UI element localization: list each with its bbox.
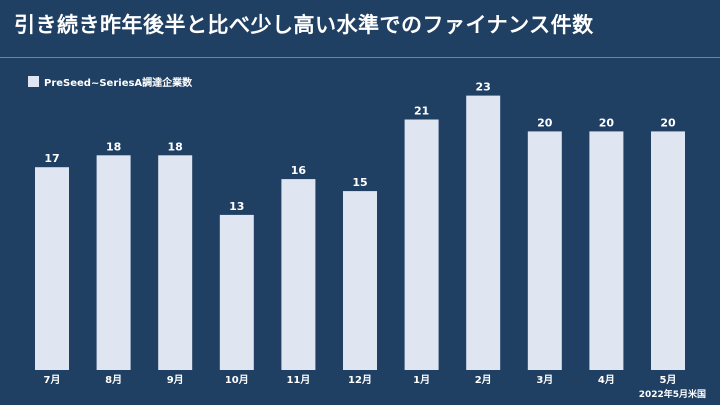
bar-5 [281, 179, 316, 370]
x-tick-label: 1月 [413, 374, 430, 386]
x-tick-label: 2月 [475, 374, 492, 386]
bar-3 [158, 155, 193, 370]
bar-value-label: 16 [291, 164, 307, 177]
bar-value-label: 13 [229, 200, 244, 213]
x-tick-label: 3月 [536, 374, 553, 386]
bar-value-label: 21 [414, 105, 429, 118]
bar-10 [589, 131, 624, 370]
bar-11 [651, 131, 685, 370]
legend-label: PreSeed~SeriesA調達企業数 [44, 78, 193, 89]
bar-9 [527, 131, 562, 370]
bar-value-label: 18 [168, 140, 183, 153]
x-tick-label: 10月 [225, 374, 249, 386]
value-labels-group: 17 18 18 13 16 15 21 23 20 20 20 [44, 81, 676, 213]
bar-1 [35, 167, 69, 370]
bar-value-label: 20 [660, 116, 676, 129]
chart-title: 引き続き昨年後半と比べ少し高い水準でのファイナンス件数 [14, 13, 594, 37]
bar-8 [466, 95, 501, 370]
x-tick-label: 11月 [286, 374, 310, 386]
chart-legend: PreSeed~SeriesA調達企業数 [28, 74, 192, 89]
bar-value-label: 20 [537, 116, 553, 129]
bar-value-label: 20 [599, 116, 615, 129]
bar-2 [96, 155, 131, 370]
bar-6 [343, 191, 377, 370]
x-tick-label: 4月 [598, 374, 615, 386]
x-tick-label: 12月 [348, 374, 372, 386]
x-tick-label: 8月 [105, 374, 122, 386]
legend-swatch [28, 76, 39, 87]
bar-7 [404, 119, 439, 370]
bar-4 [219, 214, 254, 370]
x-tick-label: 7月 [44, 374, 61, 386]
bars-group [35, 95, 685, 370]
x-tick-label: 5月 [660, 374, 677, 386]
source-note: 2022年5月米国 [638, 390, 706, 400]
bar-value-label: 18 [106, 140, 121, 153]
x-tick-label: 9月 [167, 374, 184, 386]
bar-value-label: 15 [352, 176, 367, 189]
bar-value-label: 23 [476, 81, 491, 94]
x-tick-labels-group: 7月 8月 9月 10月 11月 12月 1月 2月 3月 4月 5月 [44, 374, 677, 386]
title-divider [0, 57, 720, 58]
bar-value-label: 17 [44, 152, 59, 165]
